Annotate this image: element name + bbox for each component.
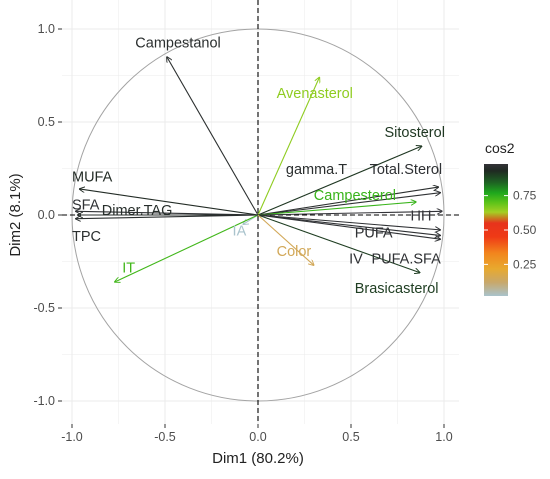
label-ia: IA (233, 223, 247, 239)
label-sitosterol: Sitosterol (384, 125, 444, 141)
x-tick-label: 1.0 (435, 430, 452, 444)
legend-ticks: 0.75 0.50 0.25 (484, 189, 537, 271)
cos2-legend: cos2 0.75 0.50 0.25 (484, 140, 537, 296)
x-tick-label: -0.5 (154, 430, 176, 444)
label-brasicasterol: Brasicasterol (355, 281, 439, 297)
x-tick-label: -1.0 (61, 430, 83, 444)
arrow-brasicasterol (257, 214, 420, 273)
label-campestanol: Campestanol (135, 36, 220, 52)
label-total-sterol: Total.Sterol (370, 162, 443, 178)
label-gamma-t: gamma.T (286, 162, 347, 178)
y-tick-label: 1.0 (38, 22, 55, 36)
x-axis-ticks: -1.0 -0.5 0.0 0.5 1.0 (61, 424, 453, 444)
label-hh: HH (411, 209, 432, 225)
y-tick-label: 0.0 (38, 208, 55, 222)
label-pufa-sfa: PUFA.SFA (371, 251, 441, 267)
legend-title: cos2 (485, 140, 515, 156)
arrow-avenasterol (257, 77, 319, 216)
label-it: IT (122, 261, 135, 277)
arrow-iv (257, 214, 440, 235)
label-campesterol: Campesterol (314, 188, 396, 204)
variable-arrows (76, 57, 442, 282)
label-iv: IV (349, 251, 363, 267)
legend-tick-label: 0.75 (513, 189, 537, 203)
x-axis-title: Dim1 (80.2%) (212, 450, 304, 467)
y-tick-label: 0.5 (38, 115, 55, 129)
arrow-sfa (76, 211, 259, 216)
y-axis-title: Dim2 (8.1%) (7, 173, 24, 256)
arrow-hh (257, 211, 442, 216)
legend-tick-label: 0.50 (513, 223, 537, 237)
arrow-mufa (79, 189, 259, 216)
label-mufa: MUFA (72, 170, 113, 186)
label-pufa: PUFA (355, 225, 393, 241)
arrow-sitosterol (257, 146, 422, 216)
x-tick-label: 0.0 (249, 430, 266, 444)
arrow-it (115, 214, 259, 282)
label-color: Color (277, 244, 312, 260)
arrow-pufa (257, 214, 440, 230)
label-avenasterol: Avenasterol (277, 86, 353, 102)
label-tpc: TPC (72, 229, 101, 245)
legend-tick-label: 0.25 (513, 257, 537, 271)
arrow-pufa-sfa (257, 214, 440, 239)
arrow-campesterol (257, 202, 416, 216)
label-sfa: SFA (72, 197, 100, 213)
arrow-color (257, 214, 314, 265)
y-tick-label: -0.5 (33, 301, 55, 315)
arrow-total-sterol (257, 193, 440, 216)
arrow-gamma-t (257, 187, 438, 216)
y-axis-ticks: -1.0 -0.5 0.0 0.5 1.0 (33, 22, 62, 408)
arrow-tpc (76, 214, 259, 219)
y-tick-label: -1.0 (33, 394, 55, 408)
arrow-campestanol (167, 57, 259, 216)
x-tick-label: 0.5 (342, 430, 359, 444)
variable-labels: Campestanol Avenasterol Sitosterol gamma.T T… (72, 36, 445, 298)
label-dimer-tag: Dimer.TAG (102, 203, 173, 219)
